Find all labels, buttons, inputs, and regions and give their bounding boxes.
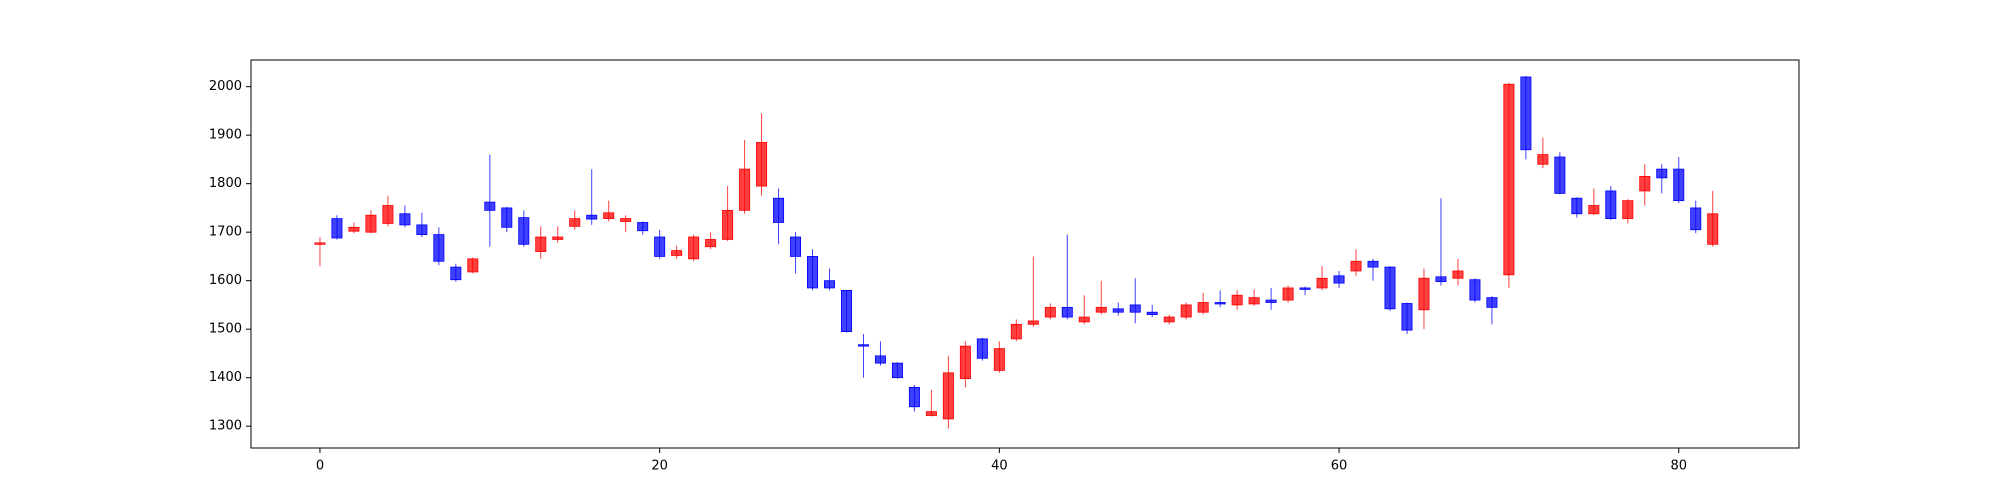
- y-tick-label: 1700: [209, 225, 242, 240]
- plot-frame: [250, 59, 1800, 449]
- x-tick-label: 0: [316, 459, 324, 474]
- candle-body: [773, 197, 785, 223]
- candle-body: [433, 234, 445, 262]
- y-tick-label: 1400: [209, 370, 242, 385]
- candle-body: [1367, 260, 1379, 268]
- candle-body: [1180, 304, 1192, 318]
- candle-body: [1197, 302, 1209, 313]
- candle-body: [942, 372, 954, 420]
- candle-body: [1537, 154, 1549, 165]
- candle-body: [976, 338, 988, 359]
- candle-body: [688, 236, 700, 260]
- candle-body: [552, 236, 564, 240]
- candle-body: [1435, 276, 1447, 283]
- candle-body: [925, 411, 937, 416]
- y-tick-label: 1900: [209, 128, 242, 143]
- candle-body: [1010, 323, 1022, 340]
- candle-body: [1605, 190, 1617, 219]
- candle-body: [908, 386, 920, 408]
- candle-body: [1639, 175, 1651, 192]
- candle-body: [1146, 311, 1158, 316]
- candle-body: [1401, 303, 1413, 331]
- candle-body: [1095, 306, 1107, 313]
- candle-body: [1299, 287, 1311, 290]
- candle-body: [1503, 83, 1515, 276]
- candle-body: [807, 256, 819, 289]
- candle-body: [501, 207, 513, 228]
- y-tick-label: 1500: [209, 322, 242, 337]
- x-tick-label: 20: [651, 459, 668, 474]
- candle-body: [1282, 287, 1294, 301]
- candle-body: [467, 258, 479, 273]
- candle-body: [1333, 275, 1345, 284]
- candle-body: [874, 355, 886, 364]
- x-tick-label: 60: [1331, 459, 1348, 474]
- candle-body: [331, 218, 343, 239]
- candle-body: [993, 348, 1005, 371]
- candle-body: [1231, 294, 1243, 306]
- candle-body: [1316, 277, 1328, 289]
- candle-body: [1571, 197, 1583, 215]
- candle-body: [450, 266, 462, 281]
- candle-body: [756, 142, 768, 187]
- candle-body: [705, 239, 717, 248]
- candle-body: [314, 242, 326, 245]
- candle-body: [1469, 279, 1481, 301]
- y-tick-label: 1600: [209, 273, 242, 288]
- candle-body: [891, 362, 903, 379]
- candle-body: [1350, 260, 1362, 272]
- y-tick-label: 1300: [209, 419, 242, 434]
- candle-body: [1265, 299, 1277, 303]
- candle-body: [1044, 306, 1056, 318]
- candle-body: [959, 345, 971, 380]
- candle-body: [1061, 306, 1073, 318]
- candle-body: [1027, 320, 1039, 325]
- candle-body: [535, 236, 547, 252]
- candle-body: [1248, 297, 1260, 305]
- candle-body: [1588, 205, 1600, 215]
- candle-body: [1163, 316, 1175, 323]
- candle-body: [399, 213, 411, 226]
- candle-body: [1707, 213, 1719, 245]
- candle-body: [840, 289, 852, 332]
- candle-body: [603, 212, 615, 219]
- candle-body: [1418, 277, 1430, 311]
- candle-body: [1486, 297, 1498, 308]
- candle-body: [790, 236, 802, 257]
- candle-body: [382, 205, 394, 224]
- candle-body: [365, 214, 377, 233]
- candle-body: [416, 224, 428, 235]
- candle-body: [1078, 316, 1090, 323]
- x-tick-label: 80: [1670, 459, 1687, 474]
- candle-body: [1112, 308, 1124, 313]
- candle-body: [1673, 168, 1685, 202]
- candle-body: [1690, 207, 1702, 231]
- candle-body: [1384, 266, 1396, 310]
- candle-body: [1452, 270, 1464, 279]
- candle-body: [620, 218, 632, 222]
- candle-body: [857, 344, 869, 347]
- x-tick-label: 40: [991, 459, 1008, 474]
- candle-body: [722, 209, 734, 240]
- candle-body: [348, 226, 360, 232]
- candle-body: [654, 236, 666, 257]
- y-tick-label: 1800: [209, 176, 242, 191]
- candle-body: [824, 280, 835, 289]
- candle-body: [569, 218, 581, 227]
- candle-body: [1214, 302, 1226, 305]
- candle-body: [586, 214, 598, 220]
- candle-body: [1129, 304, 1141, 313]
- y-tick-label: 2000: [209, 79, 242, 94]
- candle-body: [1656, 168, 1668, 179]
- candle-body: [739, 168, 751, 211]
- candle-body: [1554, 156, 1566, 194]
- candle-body: [1520, 76, 1532, 151]
- candle-body: [637, 222, 649, 232]
- candle-body: [1622, 200, 1634, 219]
- candle-body: [518, 217, 530, 245]
- candle-body: [671, 250, 683, 256]
- candle-body: [484, 201, 496, 211]
